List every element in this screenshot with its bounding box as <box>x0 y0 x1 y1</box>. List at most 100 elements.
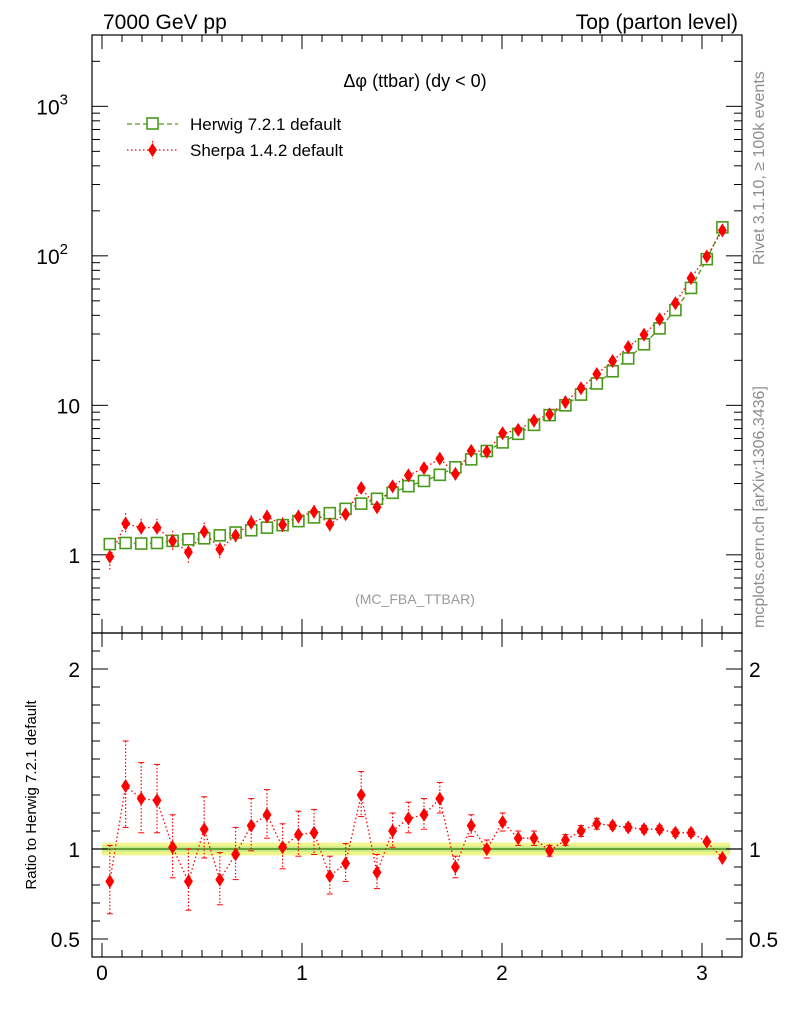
ratio-sherpa-point <box>231 847 241 862</box>
sherpa-point <box>608 353 618 368</box>
ratio-sherpa-point <box>592 816 602 831</box>
herwig-point <box>119 536 132 550</box>
ratio-sherpa-point <box>136 791 146 806</box>
ratio-sherpa-point <box>183 874 193 889</box>
ratio-sherpa-point <box>686 825 696 840</box>
sherpa-point <box>576 381 586 396</box>
sherpa-point <box>655 312 665 327</box>
sherpa-point <box>529 413 539 428</box>
sherpa-point <box>717 223 727 238</box>
ratio-frame <box>91 632 743 958</box>
ratio-sherpa-point <box>325 869 335 883</box>
sherpa-point <box>702 249 712 264</box>
ratio-sherpa-point <box>623 820 633 835</box>
ratio-sherpa-point <box>639 822 649 837</box>
ratio-sherpa-point <box>670 825 680 840</box>
ratio-ylabel: Ratio to Herwig 7.2.1 default <box>23 700 40 890</box>
legend-sherpa-label: Sherpa 1.4.2 default <box>190 141 343 160</box>
sherpa-point <box>215 542 225 557</box>
xtick-label: 3 <box>696 962 708 985</box>
sherpa-point <box>231 528 241 543</box>
sherpa-point <box>293 509 303 524</box>
main-panel: 1 10 102 103 Δφ (ttbar) (dy < 0) (MC_FBA_TTBA… <box>36 34 743 634</box>
sherpa-point <box>513 422 523 437</box>
herwig-point <box>150 536 164 550</box>
main-ytick-label: 103 <box>36 91 68 119</box>
ratio-sherpa-point <box>215 872 225 887</box>
ratio-sherpa-point <box>419 807 429 822</box>
ratio-ytick-label-right: 2 <box>749 659 761 682</box>
sherpa-point <box>278 517 288 532</box>
sherpa-point <box>419 461 429 476</box>
herwig-point <box>433 468 447 482</box>
ratio-sherpa-point <box>717 851 727 865</box>
sherpa-point <box>435 451 445 466</box>
legend: Herwig 7.2.1 default Sherpa 1.4.2 default <box>127 115 343 160</box>
sherpa-point <box>341 507 351 522</box>
herwig-point <box>134 537 148 550</box>
ratio-sherpa-point <box>356 788 366 802</box>
herwig-point <box>260 521 274 534</box>
ratio-sherpa-point <box>246 818 256 833</box>
ratio-sherpa-point <box>702 834 712 849</box>
ratio-sherpa-point <box>309 825 319 840</box>
sherpa-point <box>325 517 335 532</box>
sherpa-point <box>246 515 256 530</box>
ratio-sherpa-point <box>529 831 539 846</box>
sherpa-point <box>152 520 162 535</box>
sherpa-point <box>450 466 460 481</box>
main-ytick-label: 102 <box>36 241 68 269</box>
ratio-sherpa-point <box>545 843 555 858</box>
main-ytick-label: 10 <box>57 395 80 418</box>
herwig-line <box>109 227 723 545</box>
ratio-sherpa-point <box>403 811 413 826</box>
sherpa-point <box>545 407 555 422</box>
header-right: Top (parton level) <box>576 11 738 34</box>
ratio-sherpa-point <box>482 842 492 856</box>
ratio-sherpa-point <box>278 840 288 855</box>
sherpa-point <box>183 545 193 560</box>
sherpa-point <box>482 444 492 459</box>
sherpa-point <box>372 500 382 515</box>
ratio-sherpa-point <box>293 827 303 842</box>
herwig-point <box>323 506 337 520</box>
ratio-ytick-label: 2 <box>68 659 80 682</box>
ratio-sherpa-point <box>262 807 272 822</box>
ratio-ytick-label: 1 <box>68 839 80 862</box>
sherpa-point <box>168 533 178 548</box>
herwig-point <box>182 533 195 546</box>
watermark: (MC_FBA_TTBAR) <box>355 591 475 607</box>
xtick-label: 1 <box>296 962 308 985</box>
sherpa-point <box>623 340 633 355</box>
ratio-sherpa-point <box>450 860 460 874</box>
sherpa-point <box>136 520 146 535</box>
sherpa-point <box>639 327 649 342</box>
legend-sherpa-marker <box>148 143 157 157</box>
sherpa-point <box>403 468 413 483</box>
sherpa-point <box>309 504 319 519</box>
herwig-point <box>417 474 431 488</box>
herwig-point <box>354 497 368 510</box>
ratio-sherpa-point <box>513 831 523 846</box>
sherpa-point <box>388 479 398 494</box>
sherpa-point <box>560 395 570 410</box>
sherpa-point <box>592 367 602 382</box>
herwig-point <box>213 529 227 542</box>
xtick-label: 0 <box>96 962 108 985</box>
legend-herwig-label: Herwig 7.2.1 default <box>190 115 341 134</box>
ratio-ytick-label: 0.5 <box>51 929 80 952</box>
ratio-ytick-label-right: 1 <box>749 839 761 862</box>
ratio-sherpa-point <box>168 840 178 855</box>
ratio-sherpa-point <box>608 818 618 833</box>
ratio-sherpa-point <box>199 822 209 837</box>
ratio-sherpa-point <box>152 793 162 808</box>
ratio-sherpa-point <box>388 824 398 838</box>
xtick-label: 2 <box>496 962 508 985</box>
sherpa-point <box>105 549 115 564</box>
ratio-sherpa-point <box>105 874 115 889</box>
ratio-sherpa-point <box>655 822 665 837</box>
main-ytick-label: 1 <box>68 545 80 568</box>
ratio-sherpa-point <box>121 779 131 793</box>
ratio-sherpa-point <box>560 833 570 847</box>
